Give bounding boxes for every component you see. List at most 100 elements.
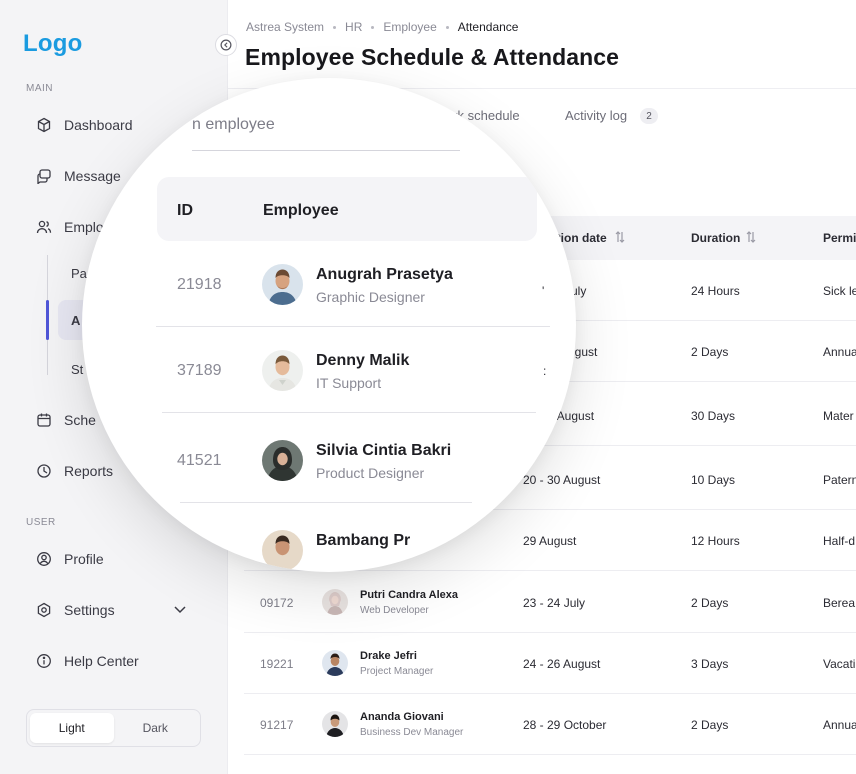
search-input[interactable]: n employee [192,116,275,133]
table-row[interactable]: 91217 Ananda Giovani Business Dev Manage… [244,694,856,755]
sort-icon[interactable] [614,230,626,244]
report-icon [37,464,51,478]
employee-role: Graphic Designer [316,289,425,305]
page-title: Employee Schedule & Attendance [245,44,620,70]
submenu-item-structure[interactable]: St [71,362,84,377]
logo: Logo [23,30,83,57]
sidebar-item-dashboard[interactable]: Dashboard [36,108,133,142]
column-header-employee[interactable]: Employee [263,202,339,219]
sidebar-item-reports[interactable]: Reports [36,454,113,488]
sidebar-item-label: Profile [64,551,104,567]
table-row[interactable]: ) August 30 Days Mater [244,385,856,446]
employee-name: Silvia Cintia Bakri [316,442,452,459]
breadcrumb-separator [333,25,337,29]
date-cell: uly [571,284,587,298]
sidebar-item-settings[interactable]: Settings [36,593,115,627]
avatar [262,264,303,305]
date-cell: 28 - 29 October [523,718,607,732]
sort-icon[interactable] [745,230,757,244]
duration-cell: 10 Days [691,473,736,487]
employee-name: Ananda Giovani [360,711,444,723]
sidebar-item-label: Help Center [64,653,139,669]
row-divider [162,412,536,413]
sidebar-item-label: Reports [64,463,114,479]
employee-role: Product Designer [316,465,425,481]
sidebar-item-label: Settings [64,602,115,618]
table-row[interactable]: 09172 Putri Candra Alexa Web Developer 2… [244,572,856,633]
permission-cell: Annua [823,718,856,732]
row-divider [156,326,550,327]
date-cell: ugust [568,345,598,359]
sidebar-collapse-button[interactable] [215,34,237,56]
employee-id-cell: 41521 [177,452,222,469]
settings-icon [37,602,51,618]
divider [228,88,856,89]
sidebar-item-employee[interactable]: Emplo [36,210,104,244]
employee-id-cell: 91217 [260,718,294,732]
row-divider [180,502,472,503]
employee-role: Business Dev Manager [360,727,464,738]
submenu-active-indicator [46,300,49,340]
permission-cell: Berea [823,596,856,610]
breadcrumb: Astrea System HR Employee Attendance [246,20,518,34]
employee-id-cell: 21918 [177,276,222,293]
permission-cell: Mater [823,409,854,423]
calendar-icon [37,413,51,427]
employee-name: Bambang Pr [316,532,411,549]
employee-name: Anugrah Prasetya [316,266,453,283]
info-icon [37,654,51,668]
breadcrumb-current: Attendance [457,20,519,34]
date-cell: 29 August [523,534,577,548]
column-header-duration[interactable]: Duration [691,231,741,245]
theme-dark-button[interactable]: Dark [142,721,168,735]
employee-name: Putri Candra Alexa [360,589,459,601]
chat-icon [37,169,51,184]
permission-cell: Half-d [823,534,856,548]
employee-name: Denny Malik [316,352,410,369]
duration-cell: 30 Days [691,409,736,423]
duration-cell: 12 Hours [691,534,740,548]
submenu-item-attendance[interactable]: A [71,313,81,328]
profile-icon [37,552,51,566]
sidebar-item-label: Message [64,168,121,184]
activity-count-badge: 2 [640,108,658,124]
date-cell: ) August [550,409,595,423]
breadcrumb-item[interactable]: HR [345,20,363,34]
submenu-item-payroll[interactable]: Pa [71,266,87,281]
sidebar-item-profile[interactable]: Profile [36,542,104,576]
tab-activity-log[interactable]: Activity log [565,108,628,123]
sidebar-item-message[interactable]: Message [36,159,121,193]
table-row[interactable]: 29 August 12 Hours Half-d [244,510,856,571]
sidebar-item-schedule[interactable]: Sche [36,403,96,437]
permission-cell: Sick le [823,284,856,298]
employee-name: Drake Jefri [360,650,417,662]
permission-cell: Vacati [823,657,856,671]
breadcrumb-item[interactable]: Employee [383,20,437,34]
column-header-date[interactable]: ation date [550,231,607,245]
breadcrumb-item[interactable]: Astrea System [246,20,325,34]
column-header-permission[interactable]: Permis [823,231,856,245]
section-label-user: USER [26,517,56,528]
table-row[interactable]: 20 - 30 August 10 Days Patern [244,449,856,510]
permission-cell: Patern [823,473,856,487]
theme-light-button[interactable]: Light [30,713,114,743]
breadcrumb-separator [445,25,449,29]
zoomed-table-header [157,177,537,241]
column-header-id[interactable]: ID [177,202,193,219]
table-row[interactable]: 19221 Drake Jefri Project Manager 24 - 2… [244,633,856,694]
date-cell: 24 - 26 August [523,657,601,671]
avatar [262,440,303,481]
permission-cell: Annua [823,345,856,359]
date-fragment: ' [542,284,545,298]
chevron-down-icon[interactable] [172,601,188,617]
employee-id-cell: 09172 [260,596,294,610]
sidebar-item-help-center[interactable]: Help Center [36,644,139,678]
duration-cell: 2 Days [691,345,729,359]
date-cell: 20 - 30 August [523,473,601,487]
theme-toggle: Light Dark [26,709,201,747]
avatar [322,650,348,676]
avatar [322,711,348,737]
avatar [322,589,348,615]
search-underline [192,150,460,151]
avatar [262,530,303,571]
